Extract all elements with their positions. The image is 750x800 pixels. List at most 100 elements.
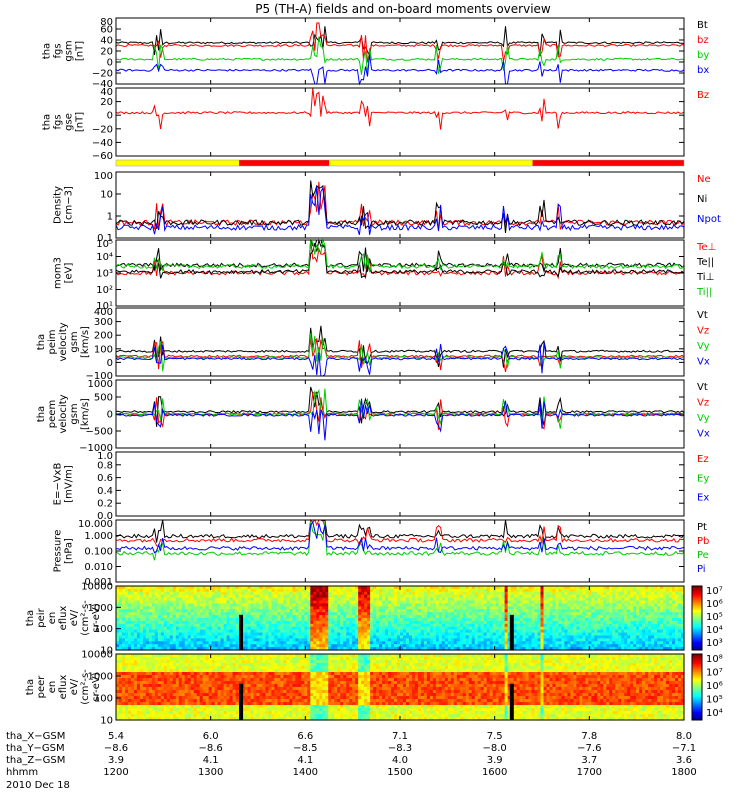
heatmap-cell	[116, 660, 120, 664]
heatmap-cell	[325, 586, 329, 590]
heatmap-cell	[504, 632, 509, 637]
heatmap-cell	[540, 635, 545, 639]
heatmap-cell	[498, 618, 503, 622]
heatmap-cell	[549, 641, 554, 645]
heatmap-cell	[133, 638, 138, 642]
heatmap-cell	[450, 600, 455, 605]
heatmap-cell	[639, 594, 643, 599]
heatmap-cell	[130, 717, 135, 721]
heatmap-cell	[603, 638, 607, 642]
heatmap-cell	[642, 615, 646, 619]
heatmap-cell	[184, 615, 189, 619]
heatmap-cell	[516, 620, 521, 625]
heatmap-cell	[256, 588, 261, 593]
colorbar-cell	[692, 621, 702, 624]
heatmap-cell	[277, 620, 282, 625]
heatmap-cell	[438, 615, 443, 619]
heatmap-cell	[175, 609, 180, 613]
heatmap-cell	[456, 618, 461, 622]
heatmap-cell	[145, 603, 150, 607]
heatmap-cell	[385, 632, 389, 637]
heatmap-cell	[226, 647, 231, 651]
y-tick-label: −100	[86, 371, 113, 382]
heatmap-cell	[675, 615, 679, 619]
heatmap-cell	[423, 641, 428, 645]
heatmap-cell	[148, 586, 153, 590]
heatmap-cell	[552, 594, 557, 599]
heatmap-cell	[465, 606, 470, 610]
heatmap-cell	[166, 675, 171, 679]
heatmap-cell	[160, 714, 165, 718]
heatmap-cell	[139, 663, 144, 667]
heatmap-cell	[621, 609, 625, 613]
heatmap-cell	[552, 606, 557, 610]
heatmap-cell	[232, 620, 237, 625]
heatmap-cell	[444, 618, 449, 622]
heatmap-cell	[669, 638, 673, 642]
heatmap-cell	[256, 618, 261, 622]
heatmap-cell	[184, 603, 189, 607]
heatmap-cell	[471, 620, 476, 625]
heatmap-cell	[361, 603, 365, 607]
heatmap-cell	[232, 641, 237, 645]
heatmap-cell	[232, 626, 237, 631]
heatmap-cell	[582, 603, 586, 607]
heatmap-cell	[555, 647, 560, 651]
heatmap-cell	[154, 588, 159, 593]
heatmap-cell	[184, 629, 189, 634]
heatmap-cell	[576, 647, 580, 651]
heatmap-cell	[471, 635, 476, 639]
heatmap-cell	[609, 635, 613, 639]
heatmap-cell	[355, 635, 359, 639]
heatmap-cell	[292, 632, 296, 637]
heatmap-cell	[400, 609, 404, 613]
heatmap-cell	[579, 618, 583, 622]
heatmap-cell	[256, 594, 261, 599]
heatmap-cell	[160, 654, 165, 658]
heatmap-cell	[331, 626, 335, 631]
heatmap-cell	[337, 603, 341, 607]
heatmap-cell	[151, 672, 156, 676]
heatmap-cell	[268, 588, 273, 593]
heatmap-cell	[157, 681, 162, 685]
heatmap-cell	[606, 612, 610, 616]
heatmap-cell	[334, 588, 338, 593]
heatmap-cell	[292, 641, 296, 645]
heatmap-cell	[223, 647, 228, 651]
heatmap-cell	[447, 603, 452, 607]
heatmap-cell	[175, 629, 180, 634]
heatmap-cell	[648, 632, 652, 637]
heatmap-cell	[591, 606, 595, 610]
heatmap-cell	[654, 626, 658, 631]
heatmap-cell	[157, 591, 162, 596]
heatmap-cell	[468, 603, 473, 607]
heatmap-cell	[597, 632, 601, 637]
heatmap-cell	[495, 606, 500, 610]
heatmap-cell	[166, 663, 171, 667]
heatmap-cell	[468, 647, 473, 651]
heatmap-cell	[450, 603, 455, 607]
heatmap-cell	[666, 629, 670, 634]
heatmap-cell	[486, 612, 491, 616]
heatmap-cell	[214, 588, 219, 593]
heatmap-cell	[618, 635, 622, 639]
heatmap-cell	[411, 600, 416, 605]
heatmap-cell	[178, 606, 183, 610]
heatmap-cell	[561, 638, 566, 642]
heatmap-cell	[301, 626, 305, 631]
heatmap-cell	[298, 644, 302, 648]
heatmap-cell	[555, 600, 560, 605]
heatmap-cell	[504, 647, 509, 651]
heatmap-cell	[166, 620, 171, 625]
heatmap-cell	[316, 618, 320, 622]
heatmap-cell	[160, 702, 165, 706]
heatmap-cell	[355, 597, 359, 602]
heatmap-cell	[202, 612, 207, 616]
heatmap-cell	[226, 606, 231, 610]
heatmap-cell	[453, 591, 458, 596]
heatmap-cell	[414, 597, 419, 602]
heatmap-cell	[253, 600, 258, 605]
heatmap-cell	[549, 647, 554, 651]
heatmap-cell	[558, 632, 563, 637]
